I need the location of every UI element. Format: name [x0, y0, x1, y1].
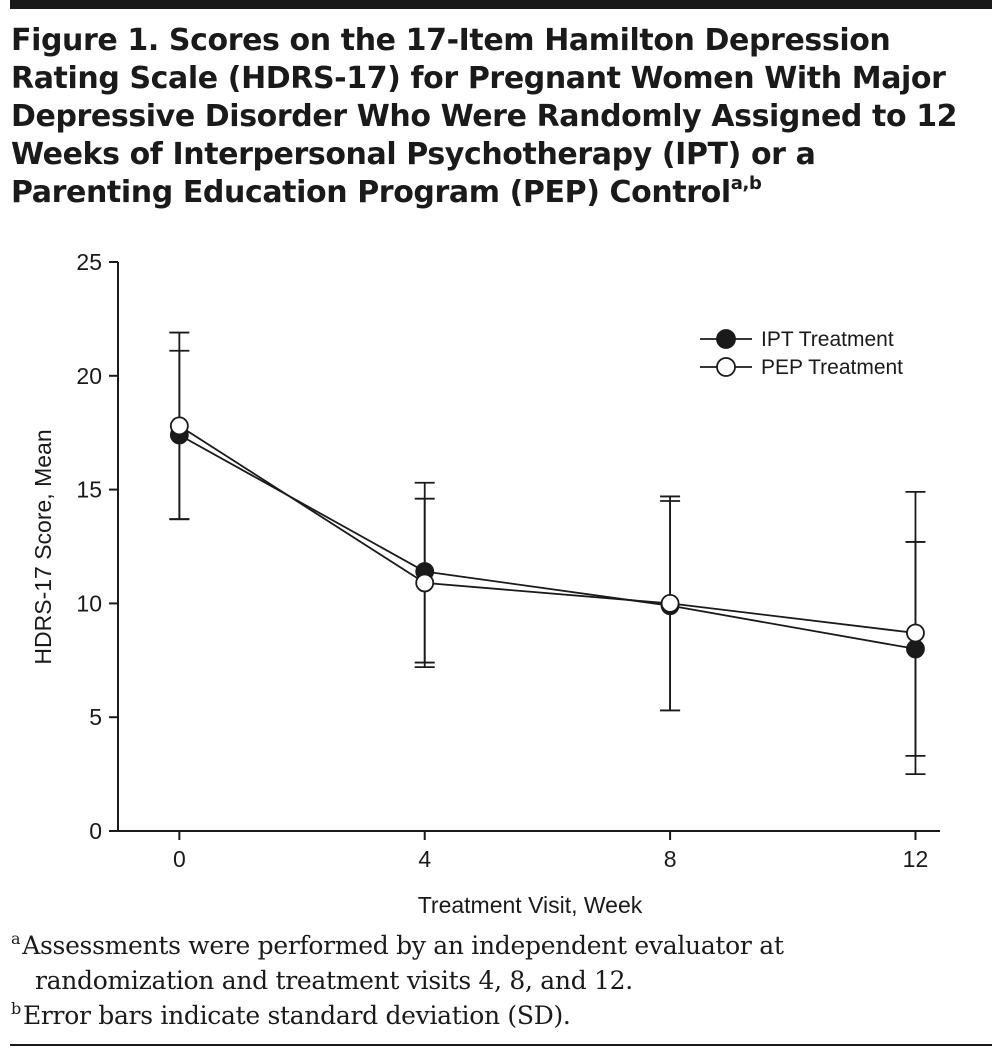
figure-title-text: Figure 1. Scores on the 17-Item Hamilton… — [11, 23, 958, 210]
line-chart: 0 5 10 15 20 25 0 4 8 12 HDRS-17 Score, Mean Tre… — [30, 249, 940, 918]
x-axis-label: Treatment Visit, Week — [418, 892, 643, 918]
y-tick-label: 5 — [89, 704, 102, 730]
y-ticks: 0 5 10 15 20 25 — [76, 249, 118, 844]
figure-title: Figure 1. Scores on the 17-Item Hamilton… — [11, 22, 986, 212]
x-ticks: 0 4 8 12 — [173, 831, 928, 872]
footnote-a-line-1: Assessments were performed by an indepen… — [22, 931, 784, 960]
data-point-1 — [415, 573, 435, 593]
footnote-a-marker: a — [11, 929, 21, 948]
series-lines — [178, 425, 916, 650]
y-tick-label: 20 — [76, 363, 102, 389]
y-axis: 0 5 10 15 20 25 — [76, 249, 119, 844]
footnotes: aAssessments were performed by an indepe… — [11, 928, 986, 1033]
legend: IPT Treatment PEP Treatment — [700, 328, 903, 379]
y-tick-label: 25 — [76, 249, 102, 275]
y-tick-label: 10 — [76, 590, 102, 616]
x-axis: 0 4 8 12 — [118, 830, 940, 872]
footnote-b-marker: b — [11, 999, 21, 1018]
footnote-a-line-2: randomization and treatment visits 4, 8,… — [35, 966, 633, 995]
x-tick-label: 12 — [903, 846, 929, 872]
legend-ipt-marker — [716, 329, 736, 349]
legend-pep-label: PEP Treatment — [761, 356, 903, 379]
footnote-b: bError bars indicate standard deviation … — [11, 998, 986, 1033]
footnote-b-line-1: Error bars indicate standard deviation (… — [22, 1001, 571, 1030]
x-tick-label: 0 — [173, 846, 186, 872]
y-tick-label: 0 — [89, 818, 102, 844]
legend-item-pep: PEP Treatment — [700, 356, 903, 379]
data-point-1 — [906, 623, 925, 643]
data-point-0 — [906, 639, 925, 659]
series-points — [169, 416, 925, 659]
legend-pep-marker — [716, 357, 736, 377]
bottom-rule — [10, 1044, 992, 1046]
error-bars — [169, 331, 926, 775]
series-line-1 — [178, 425, 916, 634]
figure-title-superscript: a,b — [730, 173, 762, 194]
legend-item-ipt: IPT Treatment — [700, 328, 894, 351]
legend-ipt-label: IPT Treatment — [761, 328, 894, 351]
top-rule — [10, 0, 992, 9]
y-tick-label: 15 — [76, 477, 102, 503]
footnote-a: aAssessments were performed by an indepe… — [11, 928, 986, 998]
series-line-0 — [178, 434, 916, 650]
x-tick-label: 8 — [664, 846, 677, 872]
data-point-1 — [169, 416, 189, 436]
y-axis-label: HDRS-17 Score, Mean — [30, 429, 56, 664]
x-tick-label: 4 — [418, 846, 431, 872]
data-point-1 — [660, 594, 680, 613]
